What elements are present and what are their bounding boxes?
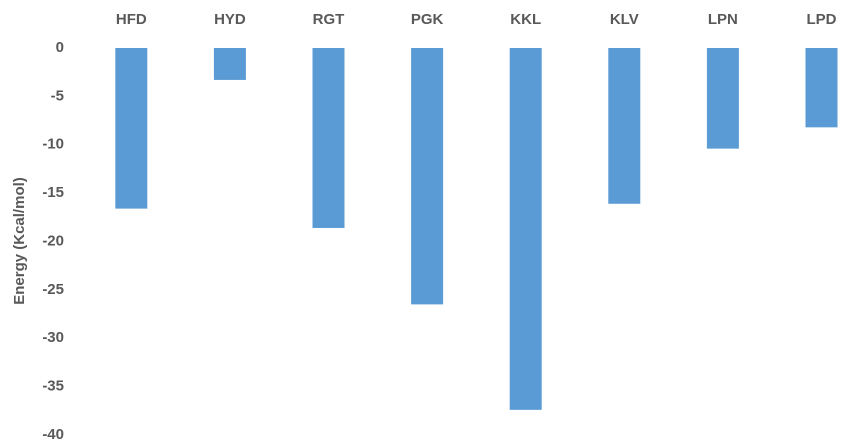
y-tick-label: -40 <box>42 426 64 443</box>
bar <box>312 48 345 228</box>
x-tick-label: LPD <box>807 11 837 28</box>
y-tick-label: -10 <box>42 136 64 153</box>
bar <box>608 48 641 204</box>
bar <box>509 48 542 410</box>
y-tick-label: -15 <box>42 184 64 201</box>
y-tick-label: -25 <box>42 281 64 298</box>
x-tick-label: RGT <box>313 11 345 28</box>
x-tick-label: PGK <box>411 11 444 28</box>
y-tick-label: -20 <box>42 232 64 249</box>
x-tick-label: LPN <box>708 11 738 28</box>
x-tick-label: KLV <box>610 11 639 28</box>
bar <box>411 48 444 305</box>
bar <box>213 48 246 80</box>
y-tick-label: -5 <box>51 87 64 104</box>
x-tick-label: HFD <box>116 11 147 28</box>
x-tick-label: HYD <box>214 11 246 28</box>
x-tick-label: KKL <box>510 11 541 28</box>
y-axis-label: Energy (Kcal/mol) <box>11 177 28 305</box>
bar <box>805 48 838 128</box>
bar <box>115 48 148 209</box>
y-tick-label: 0 <box>56 39 64 56</box>
bar <box>706 48 739 149</box>
y-tick-label: -35 <box>42 378 64 395</box>
y-tick-label: -30 <box>42 329 64 346</box>
